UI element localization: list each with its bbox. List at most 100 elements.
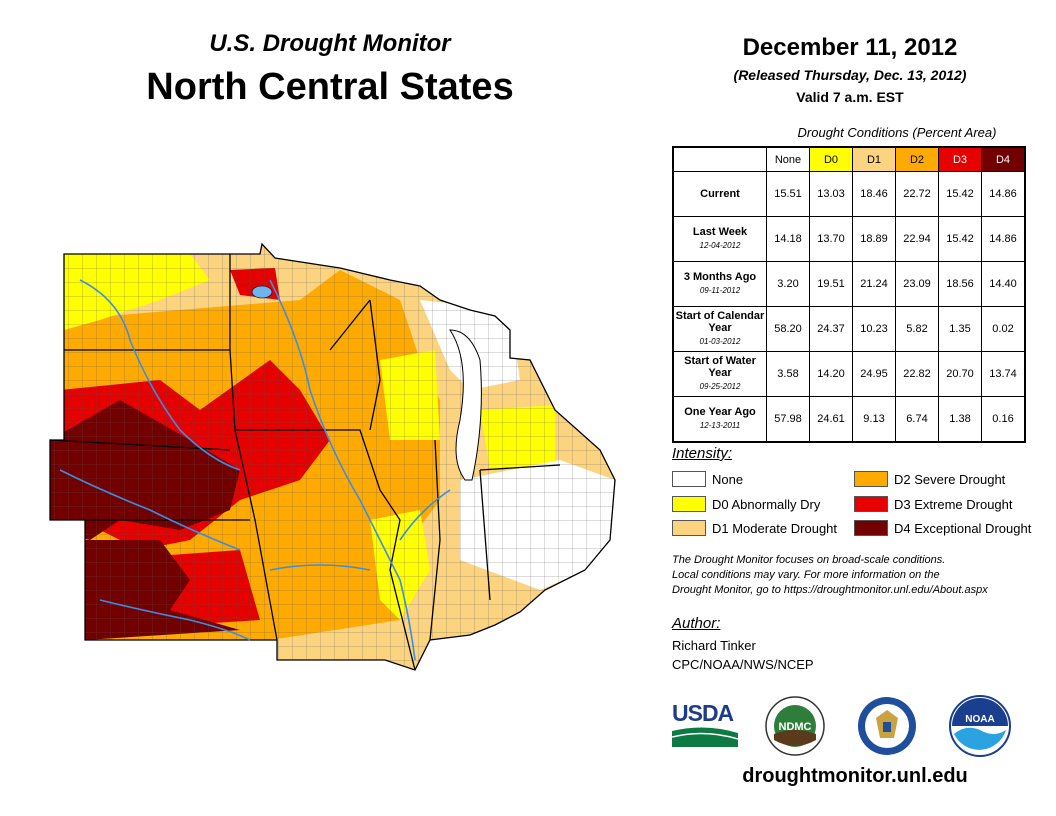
table-header-row: None D0 D1 D2 D3 D4 (673, 146, 1026, 172)
drought-map (49, 242, 616, 671)
legend-swatch (854, 520, 888, 536)
table-cell: 14.40 (981, 261, 1026, 307)
disclaimer-note: The Drought Monitor focuses on broad-sca… (672, 554, 988, 596)
valid-time: Valid 7 a.m. EST (796, 89, 904, 105)
table-cell: 23.09 (895, 261, 939, 307)
table-cell: 22.94 (895, 216, 939, 262)
legend-label: D3 Extreme Drought (894, 496, 1013, 512)
table-cell: 15.51 (766, 171, 810, 217)
row-label: One Year Ago 12-13-2011 (672, 396, 767, 443)
svg-text:NOAA: NOAA (965, 714, 994, 725)
author-org: CPC/NOAA/NWS/NCEP (672, 657, 814, 672)
legend-item-d1: D1 Moderate Drought (672, 520, 837, 536)
legend-item-d2: D2 Severe Drought (854, 471, 1005, 487)
drought-conditions-table: None D0 D1 D2 D3 D4 Current 15.51 13.03 … (672, 146, 1026, 443)
legend-item-d4: D4 Exceptional Drought (854, 520, 1031, 536)
table-cell: 21.24 (852, 261, 896, 307)
table-cell: 3.20 (766, 261, 810, 307)
usda-logo: USDA (672, 700, 738, 748)
drought-regions (50, 244, 615, 670)
table-cell: 9.13 (852, 396, 896, 443)
legend-label: D1 Moderate Drought (712, 520, 838, 536)
table-cell: 13.74 (981, 351, 1026, 397)
table-cell: 15.42 (938, 216, 982, 262)
table-cell: 13.03 (809, 171, 853, 217)
table-cell: 10.23 (852, 306, 896, 352)
table-cell: 18.46 (852, 171, 896, 217)
table-cell: 3.58 (766, 351, 810, 397)
legend-label: D0 Abnormally Dry (712, 496, 821, 512)
table-cell: 24.37 (809, 306, 853, 352)
table-cell: 13.70 (809, 216, 853, 262)
table-cell: 20.70 (938, 351, 982, 397)
author-heading: Author: (672, 615, 721, 632)
map-date: December 11, 2012 (742, 34, 958, 61)
table-row: One Year Ago 12-13-2011 57.98 24.61 9.13 … (672, 396, 1026, 443)
col-d4: D4 (981, 146, 1026, 172)
table-row: Last Week 12-04-2012 14.18 13.70 18.89 22… (672, 216, 1026, 262)
website-url[interactable]: droughtmonitor.unl.edu (742, 765, 968, 787)
col-d1: D1 (852, 146, 896, 172)
table-cell: 0.02 (981, 306, 1026, 352)
table-cell: 24.61 (809, 396, 853, 443)
noaa-logo: NOAA (948, 694, 1012, 758)
header-subtitle: U.S. Drought Monitor (209, 30, 451, 57)
legend-label: D4 Exceptional Drought (894, 520, 1032, 536)
table-caption: Drought Conditions (Percent Area) (797, 125, 997, 140)
legend-swatch (854, 471, 888, 487)
row-label: Current (672, 171, 767, 217)
legend-label: None (712, 471, 744, 487)
table-cell: 22.82 (895, 351, 939, 397)
col-none: None (766, 146, 810, 172)
legend-title: Intensity: (672, 445, 733, 462)
table-cell: 1.38 (938, 396, 982, 443)
table-cell: 24.95 (852, 351, 896, 397)
legend-swatch (672, 520, 706, 536)
col-d2: D2 (895, 146, 939, 172)
table-cell: 22.72 (895, 171, 939, 217)
table-cell: 14.18 (766, 216, 810, 262)
legend-item-d3: D3 Extreme Drought (854, 496, 1013, 512)
table-row: Start of Calendar Year 01-03-2012 58.20 2… (672, 306, 1026, 352)
lake-michigan (449, 329, 482, 481)
table-row: Current 15.51 13.03 18.46 22.72 15.42 14… (672, 171, 1026, 217)
commerce-seal-logo (854, 696, 920, 756)
county-lines (50, 244, 615, 670)
legend-item-none: None (672, 471, 743, 487)
legend-swatch (854, 496, 888, 512)
lake-icon (251, 285, 273, 299)
legend-item-d0: D0 Abnormally Dry (672, 496, 820, 512)
table-corner (673, 147, 767, 172)
table-cell: 6.74 (895, 396, 939, 443)
table-cell: 19.51 (809, 261, 853, 307)
legend-swatch (672, 496, 706, 512)
ndmc-logo: NDMC (762, 696, 828, 756)
row-label: 3 Months Ago 09-11-2012 (672, 261, 767, 307)
row-label: Last Week 12-04-2012 (672, 216, 767, 262)
table-cell: 1.35 (938, 306, 982, 352)
table-cell: 0.16 (981, 396, 1026, 443)
table-cell: 5.82 (895, 306, 939, 352)
svg-text:NDMC: NDMC (779, 721, 812, 733)
table-cell: 18.56 (938, 261, 982, 307)
row-label: Start of Water Year 09-25-2012 (672, 351, 767, 397)
table-cell: 18.89 (852, 216, 896, 262)
table-cell: 14.86 (981, 171, 1026, 217)
rivers (59, 279, 451, 661)
table-cell: 15.42 (938, 171, 982, 217)
table-row: Start of Water Year 09-25-2012 3.58 14.20… (672, 351, 1026, 397)
table-row: 3 Months Ago 09-11-2012 3.20 19.51 21.24 … (672, 261, 1026, 307)
col-d0: D0 (809, 146, 853, 172)
table-cell: 14.20 (809, 351, 853, 397)
legend-swatch (672, 471, 706, 487)
author-name: Richard Tinker (672, 638, 756, 653)
legend-label: D2 Severe Drought (894, 471, 1006, 487)
page-title: North Central States (146, 66, 514, 108)
table-cell: 14.86 (981, 216, 1026, 262)
table-cell: 58.20 (766, 306, 810, 352)
col-d3: D3 (938, 146, 982, 172)
table-cell: 57.98 (766, 396, 810, 443)
state-borders (49, 242, 616, 671)
release-date: (Released Thursday, Dec. 13, 2012) (733, 67, 967, 83)
row-label: Start of Calendar Year 01-03-2012 (672, 306, 767, 352)
